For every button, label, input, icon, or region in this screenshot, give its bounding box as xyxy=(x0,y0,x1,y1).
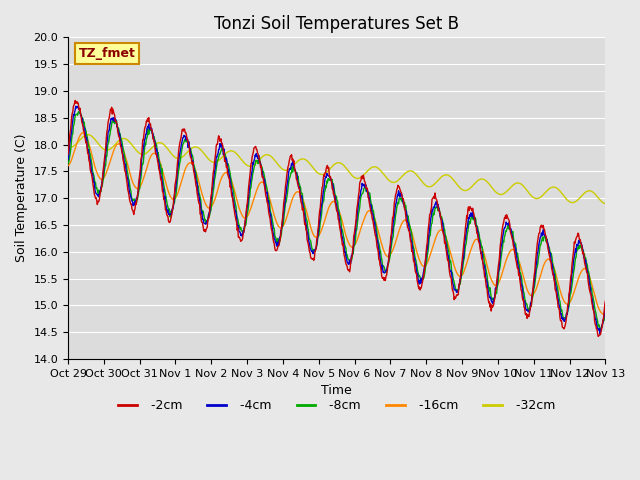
Text: TZ_fmet: TZ_fmet xyxy=(79,47,136,60)
X-axis label: Time: Time xyxy=(321,384,352,397)
Legend:  -2cm,  -4cm,  -8cm,  -16cm,  -32cm: -2cm, -4cm, -8cm, -16cm, -32cm xyxy=(113,394,560,417)
Title: Tonzi Soil Temperatures Set B: Tonzi Soil Temperatures Set B xyxy=(214,15,460,33)
Y-axis label: Soil Temperature (C): Soil Temperature (C) xyxy=(15,134,28,263)
